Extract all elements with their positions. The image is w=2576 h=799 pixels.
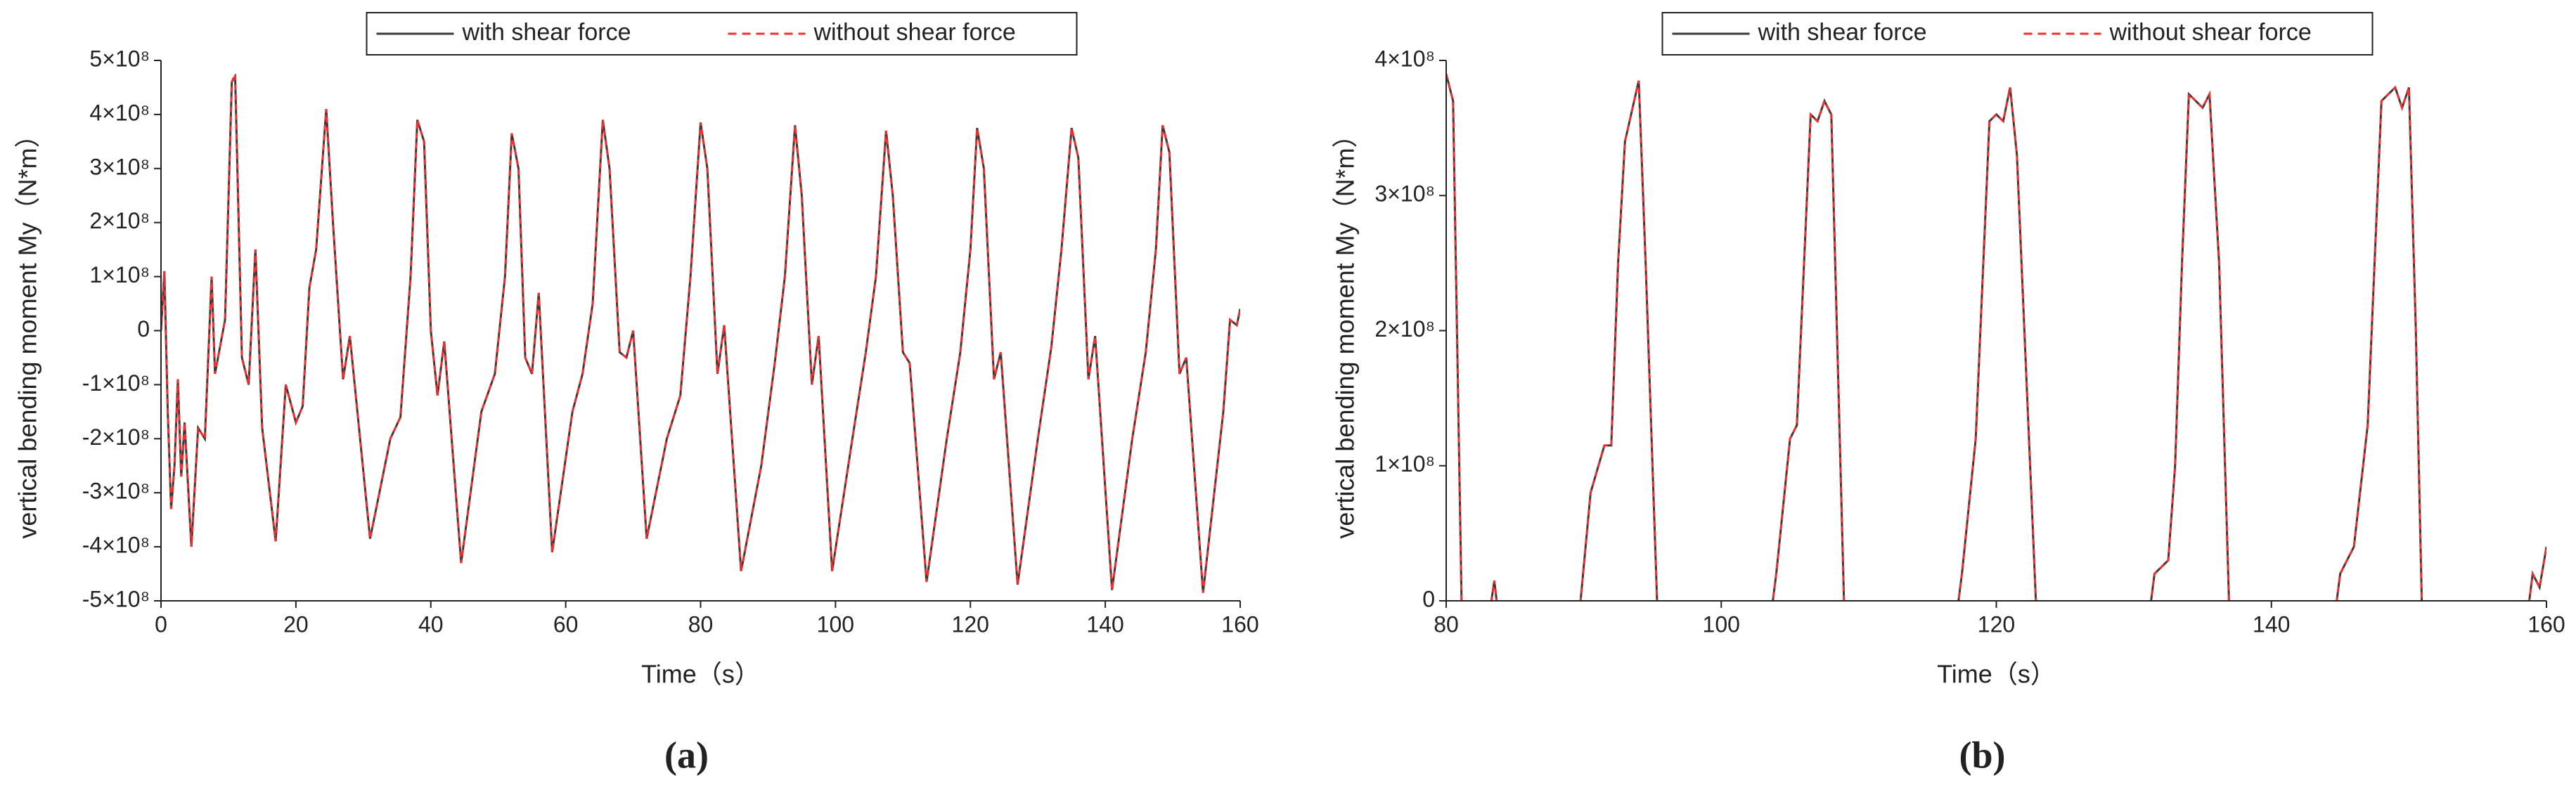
legend (1661, 12, 2374, 56)
y-axis-title: vertical bending moment My（N*m） (13, 122, 42, 538)
panel-label: (a) (664, 734, 709, 776)
legend-label: with shear force (1758, 19, 1927, 46)
y-tick-label: 4×10⁸ (1374, 46, 1435, 71)
y-axis-title: vertical bending moment My（N*m） (1331, 122, 1360, 538)
series-line (1446, 73, 2546, 601)
legend-label: without shear force (2109, 19, 2312, 46)
x-axis-title: Time（s） (641, 660, 760, 689)
y-tick-label: -2×10⁸ (82, 424, 150, 450)
legend-label: without shear force (813, 19, 1016, 46)
x-tick-label: 120 (1978, 611, 2015, 637)
legend (366, 12, 1078, 56)
x-tick-label: 120 (952, 611, 989, 637)
series-line (161, 73, 1240, 593)
y-tick-label: -4×10⁸ (82, 533, 150, 558)
x-tick-label: 100 (817, 611, 854, 637)
y-tick-label: 0 (1422, 586, 1435, 611)
x-tick-label: 80 (1434, 611, 1459, 637)
x-tick-label: 140 (1086, 611, 1123, 637)
x-axis-title: Time（s） (1937, 660, 2056, 689)
x-tick-label: 160 (2527, 611, 2565, 637)
x-tick-label: 60 (553, 611, 579, 637)
x-tick-label: 20 (283, 611, 309, 637)
x-tick-label: 40 (418, 611, 444, 637)
y-tick-label: 4×10⁸ (89, 100, 150, 125)
x-tick-label: 160 (1221, 611, 1258, 637)
y-tick-label: 5×10⁸ (89, 46, 150, 71)
y-tick-label: -3×10⁸ (82, 479, 150, 504)
series-line (1446, 73, 2546, 601)
y-tick-label: -5×10⁸ (82, 586, 150, 611)
y-tick-label: 3×10⁸ (1374, 181, 1435, 207)
y-tick-label: 2×10⁸ (89, 208, 150, 233)
y-tick-label: 2×10⁸ (1374, 316, 1435, 342)
y-tick-label: 3×10⁸ (89, 154, 150, 179)
x-tick-label: 140 (2253, 611, 2290, 637)
x-tick-label: 100 (1703, 611, 1740, 637)
x-tick-label: 0 (155, 611, 167, 637)
panel-label: (b) (1959, 734, 2006, 776)
y-tick-label: -1×10⁸ (82, 370, 150, 396)
x-tick-label: 80 (688, 611, 714, 637)
y-tick-label: 0 (137, 316, 150, 342)
y-tick-label: 1×10⁸ (89, 262, 150, 287)
legend-label: with shear force (462, 19, 631, 46)
y-tick-label: 1×10⁸ (1374, 451, 1435, 476)
